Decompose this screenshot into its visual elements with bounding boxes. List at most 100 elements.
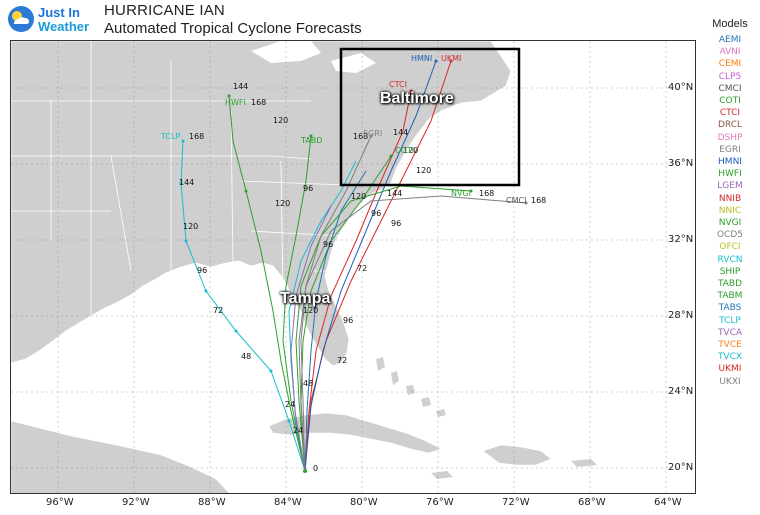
legend-item-nvgi: NVGI	[718, 218, 742, 229]
hour-label: 96	[323, 240, 333, 249]
area-of-interest-box	[339, 47, 521, 187]
legend-item-ukmi: UKMI	[718, 364, 742, 375]
legend-item-dshp: DSHP	[717, 132, 743, 143]
model-name-labels: TCLP HWFI HMNI UKMI CTCI EGRI COTI TABD …	[160, 54, 526, 205]
hour-label: 120	[303, 306, 318, 315]
hour-label: 120	[416, 166, 431, 175]
model-label-tabd: TABD	[300, 136, 322, 145]
hour-label: 0	[313, 464, 318, 473]
lon-label: 92°W	[122, 497, 150, 508]
hour-label: 72	[213, 306, 223, 315]
model-label-cmci: CMCI	[506, 196, 526, 205]
lon-label: 96°W	[46, 497, 74, 508]
model-label-egri: EGRI	[363, 129, 382, 138]
model-label-ctci: CTCI	[389, 80, 407, 89]
legend-item-cmci: CMCI	[718, 83, 742, 94]
track-ctci	[304, 90, 412, 472]
bahamas-islands	[376, 357, 446, 417]
legend-items: AEMI AVNI CEMI CLP5 CMCI COTI CTCI DRCL DSHP EGRI…	[700, 34, 760, 388]
legend-item-nnic: NNIC	[718, 205, 742, 216]
header: Just In Weather HURRICANE IAN Automated …	[0, 0, 760, 40]
legend-title: Models	[712, 18, 748, 30]
hour-label: 120	[403, 146, 418, 155]
hour-label: 144	[387, 189, 402, 198]
city-label-baltimore: Baltimore	[380, 90, 454, 107]
north-america-land	[11, 41, 512, 367]
hour-label: 24	[285, 400, 295, 409]
hour-label: 168	[531, 196, 546, 205]
logo-line1: Just In	[38, 5, 80, 20]
hour-label: 144	[233, 82, 248, 91]
hour-label: 120	[183, 222, 198, 231]
legend-item-rvcn: RVCN	[717, 254, 743, 265]
lon-label: 64°W	[654, 497, 682, 508]
hour-label: 72	[337, 356, 347, 365]
hour-label: 96	[391, 219, 401, 228]
model-label-ukmi: UKMI	[441, 54, 461, 63]
legend-item-tvca: TVCA	[717, 327, 743, 338]
model-label-nvgi: NVGI	[451, 189, 471, 198]
hispaniola-land	[482, 444, 552, 466]
city-label-tampa: Tampa	[280, 290, 331, 307]
track-hmni	[304, 60, 437, 472]
legend-item-avni: AVNI	[719, 47, 741, 58]
hour-label: 96	[197, 266, 207, 275]
hour-label: 120	[275, 199, 290, 208]
lon-label: 72°W	[502, 497, 530, 508]
forecast-map: 0 24 48 72 96 120 144 168 144 168 120 16…	[10, 40, 696, 494]
track-cmci	[300, 195, 527, 472]
hour-label: 120	[351, 192, 366, 201]
hour-label: 120	[273, 116, 288, 125]
legend-item-ofci: OFCI	[719, 242, 741, 253]
track-tclp	[180, 140, 306, 472]
hour-label: 168	[251, 98, 266, 107]
track-hwfi	[228, 95, 306, 472]
legend-item-lgem: LGEM	[717, 181, 743, 192]
hour-label: 72	[357, 264, 367, 273]
legend-item-drcl: DRCL	[717, 120, 743, 131]
map-svg: 0 24 48 72 96 120 144 168 144 168 120 16…	[11, 41, 695, 493]
hour-label: 96	[303, 184, 313, 193]
legend-item-tabm: TABM	[717, 291, 743, 302]
weather-logo-icon	[8, 6, 34, 32]
lat-label: 20°N	[668, 462, 694, 473]
legend-item-tabs: TABS	[718, 303, 742, 314]
lat-label: 40°N	[668, 82, 694, 93]
legend-item-ukxi: UKXI	[719, 376, 741, 387]
lon-label: 68°W	[578, 497, 606, 508]
legend-item-ctci: CTCI	[719, 108, 741, 119]
yucatan-land	[11, 420, 230, 493]
legend-item-coti: COTI	[719, 96, 741, 107]
legend-item-egri: EGRI	[719, 144, 741, 155]
lon-label: 80°W	[350, 497, 378, 508]
legend-item-nnib: NNIB	[718, 193, 742, 204]
track-egri	[298, 135, 372, 472]
grid-lines	[11, 41, 695, 493]
lat-label: 36°N	[668, 158, 694, 169]
model-label-hwfi: HWFI	[225, 98, 246, 107]
lon-label: 76°W	[426, 497, 454, 508]
hour-label: 96	[343, 316, 353, 325]
page-title: HURRICANE IAN	[104, 2, 225, 19]
forecast-tracks	[180, 60, 527, 472]
hour-label: 24	[293, 426, 303, 435]
lat-label: 24°N	[668, 386, 694, 397]
legend-item-hwfi: HWFI	[718, 169, 742, 180]
forecast-points	[179, 59, 528, 473]
legend-item-aemi: AEMI	[718, 35, 742, 45]
hour-label: 96	[371, 209, 381, 218]
legend-item-tabd: TABD	[717, 279, 743, 290]
hour-label: 48	[241, 352, 251, 361]
track-nvgi	[295, 185, 472, 472]
legend-item-cemi: CEMI	[718, 59, 742, 70]
hour-label: 168	[353, 132, 368, 141]
hour-label: 144	[179, 178, 194, 187]
legend-item-tvcx: TVCX	[717, 352, 743, 363]
puerto-rico-land	[571, 459, 597, 467]
track-lgem	[290, 205, 332, 472]
hour-label: 144	[393, 128, 408, 137]
cuba-land	[268, 412, 442, 454]
lon-label: 88°W	[198, 497, 226, 508]
model-label-tclp: TCLP	[160, 132, 180, 141]
legend-item-tvce: TVCE	[718, 340, 742, 351]
